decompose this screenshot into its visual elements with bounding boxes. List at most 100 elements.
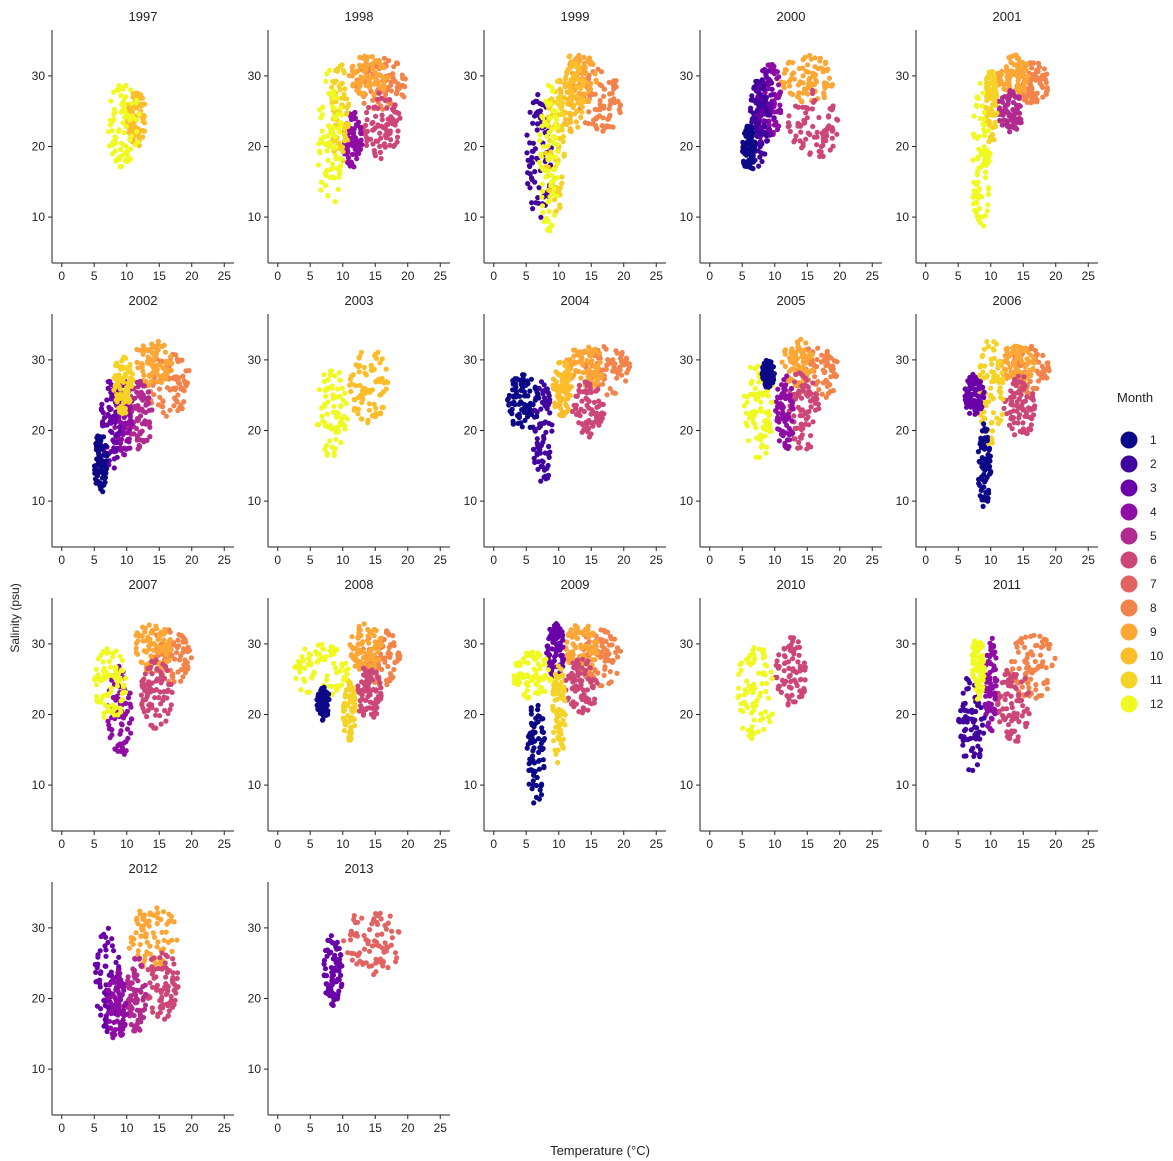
point: [571, 353, 577, 359]
point: [169, 689, 175, 696]
point: [102, 474, 109, 481]
x-tick-label: 20: [617, 269, 631, 283]
point: [992, 119, 999, 125]
point: [126, 395, 132, 401]
point: [122, 108, 128, 114]
point: [346, 73, 352, 79]
point: [553, 379, 559, 385]
panel-title: 2002: [129, 293, 158, 308]
point: [174, 650, 180, 656]
point: [394, 109, 400, 116]
point: [180, 639, 186, 645]
point: [338, 404, 344, 410]
point: [586, 88, 592, 94]
point: [981, 471, 987, 478]
point: [793, 103, 799, 109]
point: [98, 699, 104, 705]
point: [128, 704, 134, 710]
point: [121, 684, 127, 690]
point: [592, 70, 598, 77]
point: [1020, 420, 1026, 426]
point: [325, 157, 331, 163]
point: [783, 382, 789, 388]
point: [122, 114, 128, 120]
point: [123, 446, 129, 452]
point: [168, 702, 174, 708]
point: [808, 404, 814, 410]
point: [394, 134, 401, 140]
point: [1018, 392, 1024, 398]
point: [590, 423, 596, 429]
point: [138, 382, 145, 388]
x-tick-label: 20: [833, 269, 847, 283]
point: [791, 436, 797, 442]
x-tick-label: 20: [401, 553, 415, 567]
y-tick-label: 20: [680, 140, 694, 154]
point: [807, 150, 813, 156]
point: [530, 140, 537, 146]
x-tick-label: 15: [153, 837, 167, 851]
point: [98, 453, 104, 459]
point: [986, 153, 992, 159]
x-tick-label: 5: [307, 553, 314, 567]
y-tick-label: 30: [32, 637, 46, 651]
point: [1015, 355, 1022, 361]
point: [399, 72, 405, 78]
point: [158, 680, 164, 686]
point: [554, 193, 560, 199]
point: [124, 708, 130, 715]
x-tick-label: 0: [58, 269, 65, 283]
point: [557, 359, 563, 365]
point: [524, 150, 530, 156]
cluster-month-12: [91, 646, 129, 720]
point: [375, 105, 381, 111]
point: [790, 60, 796, 66]
point: [128, 383, 135, 389]
point: [368, 367, 374, 373]
point: [786, 123, 792, 129]
point: [744, 423, 751, 429]
point: [153, 678, 159, 684]
point: [330, 104, 336, 110]
point: [95, 437, 101, 443]
point: [976, 146, 982, 152]
point: [995, 420, 1001, 427]
point: [541, 219, 547, 225]
point: [338, 439, 344, 446]
point: [112, 148, 118, 154]
point: [979, 194, 985, 200]
point: [139, 101, 145, 107]
point: [1030, 366, 1036, 372]
point: [557, 401, 563, 407]
point: [384, 129, 390, 135]
y-tick-label: 30: [896, 69, 910, 83]
point: [519, 407, 525, 413]
point: [332, 373, 338, 379]
point: [356, 150, 362, 157]
point: [543, 429, 549, 435]
point: [379, 404, 385, 410]
point: [172, 374, 178, 380]
point: [314, 422, 321, 428]
point: [567, 128, 573, 134]
point: [764, 379, 771, 385]
point: [568, 59, 574, 65]
point: [113, 670, 119, 676]
point: [985, 191, 992, 197]
y-tick-label: 20: [464, 424, 478, 438]
point: [373, 405, 379, 411]
point: [160, 365, 166, 371]
point: [1019, 359, 1025, 365]
point: [146, 420, 152, 426]
point: [977, 364, 983, 370]
point: [128, 101, 134, 107]
point: [544, 404, 550, 410]
point: [805, 62, 811, 68]
x-tick-label: 10: [336, 269, 350, 283]
point: [121, 400, 127, 406]
point: [572, 347, 578, 353]
point: [789, 431, 795, 437]
point: [119, 393, 125, 399]
point: [530, 120, 536, 126]
